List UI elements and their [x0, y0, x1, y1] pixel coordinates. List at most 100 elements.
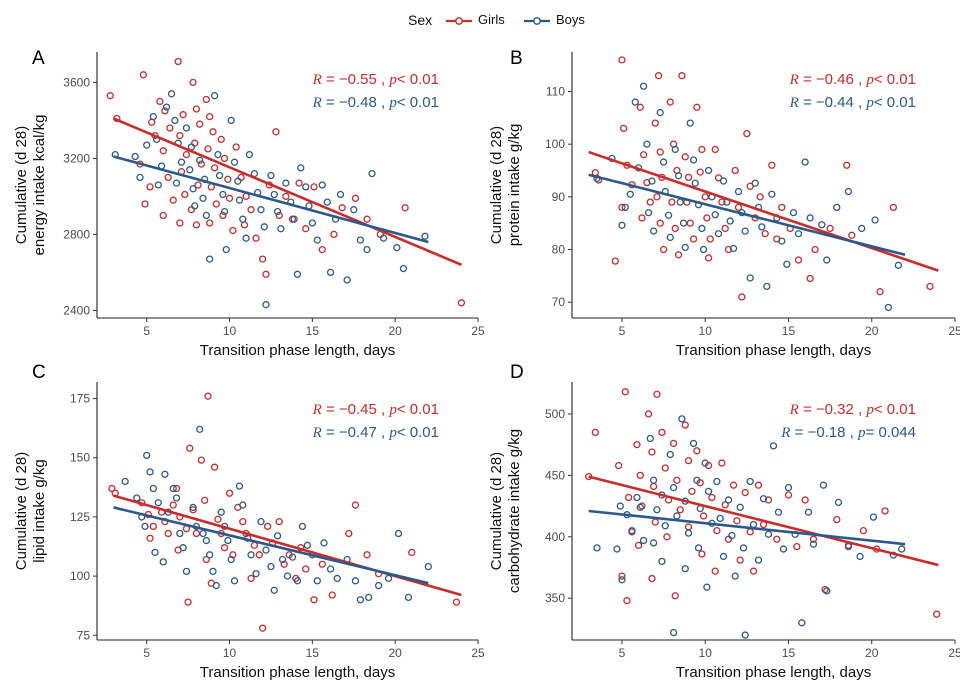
girls-point — [659, 245, 668, 254]
girls-point — [933, 610, 941, 618]
boys-point — [393, 244, 401, 252]
girls-point — [688, 487, 696, 495]
y-axis-title-line: energy intake kcal/kg — [31, 115, 48, 256]
girls-point — [192, 221, 201, 229]
girls-point — [146, 183, 154, 191]
girls-point — [731, 166, 739, 175]
x-axis-title: Transition phase length, days — [200, 342, 395, 359]
girls-point — [295, 179, 303, 187]
boys-point — [333, 574, 341, 583]
boys-point — [351, 577, 360, 585]
boys-point — [593, 544, 601, 552]
girls-point — [263, 522, 272, 531]
y-axis-title-line: carbohydrate intake g/kg — [506, 429, 523, 593]
girls-point — [184, 598, 192, 606]
boys-point — [227, 116, 235, 125]
boys-point — [399, 264, 408, 273]
boys-point — [666, 233, 674, 242]
boys-point — [649, 476, 658, 484]
girls-point — [164, 529, 172, 538]
boys-point — [734, 187, 743, 196]
x-tick-label: 25 — [471, 646, 485, 660]
boys-point — [639, 536, 648, 545]
boys-point — [394, 529, 403, 538]
boys-point — [424, 562, 432, 571]
girls-point — [618, 572, 626, 580]
boys-point — [234, 177, 242, 185]
boys-point — [729, 244, 738, 253]
boys-point — [626, 190, 634, 198]
girls-point — [806, 274, 814, 283]
x-tick-label: 15 — [306, 324, 320, 338]
girls-point — [210, 463, 219, 471]
boys-point — [833, 203, 841, 212]
boys-point — [308, 219, 316, 227]
boys-point — [262, 301, 270, 309]
girls-point — [318, 560, 326, 568]
boys-point — [257, 518, 265, 526]
boys-point — [658, 557, 666, 566]
x-tick-label: 10 — [699, 324, 713, 338]
boys-point — [746, 477, 754, 486]
girls-point — [192, 529, 201, 538]
y-tick-label: 75 — [77, 628, 91, 642]
boys-point — [704, 166, 713, 175]
y-tick-label: 3600 — [63, 75, 90, 89]
boys-point — [288, 553, 297, 561]
boys-point — [313, 236, 321, 244]
girls-point — [674, 251, 683, 259]
boys-point — [257, 206, 265, 214]
boys-point — [230, 577, 239, 585]
boys-point — [806, 214, 814, 222]
boys-point — [219, 190, 227, 199]
girls-correlation-label: R = −0.46 , p< 0.01 — [789, 71, 916, 88]
girls-point — [259, 624, 267, 632]
x-tick-label: 5 — [143, 646, 150, 660]
boys-point — [704, 487, 713, 495]
girls-point — [255, 551, 263, 559]
boys-point — [293, 270, 302, 278]
girls-point — [746, 182, 754, 190]
girls-point — [646, 198, 654, 206]
x-tick-label: 20 — [388, 324, 402, 338]
boys-point — [613, 545, 621, 553]
boys-fit-line — [113, 506, 429, 585]
boys-point — [252, 570, 260, 578]
y-tick-label: 100 — [545, 137, 565, 151]
legend-item-girls[interactable]: Girls — [444, 12, 518, 30]
boys-point — [210, 92, 219, 100]
boys-point — [681, 243, 689, 252]
girls-point — [761, 230, 769, 238]
boys-point — [356, 596, 365, 604]
y-tick-label: 450 — [545, 468, 565, 482]
boys-point — [774, 508, 783, 516]
boys-point — [189, 503, 197, 512]
y-tick-label: 125 — [70, 510, 90, 524]
legend-item-boys[interactable]: Boys — [522, 12, 596, 30]
boys-point — [154, 499, 162, 507]
boys-point — [215, 171, 224, 180]
boys-point — [161, 470, 169, 478]
boys-point — [869, 513, 878, 521]
girls-point — [310, 183, 318, 191]
y-tick-label: 3200 — [63, 151, 90, 165]
boys-point — [621, 203, 629, 212]
boys-point — [691, 179, 699, 187]
boys-point — [618, 576, 626, 584]
boys-point — [643, 140, 651, 148]
girls-point — [197, 160, 206, 168]
girls-point — [192, 105, 201, 113]
boys-point — [819, 481, 828, 489]
girls-point — [651, 119, 659, 127]
girls-point — [618, 56, 626, 64]
boys-point — [171, 116, 179, 125]
boys-point — [217, 508, 225, 516]
girls-point — [701, 193, 709, 201]
boys-point — [871, 216, 879, 224]
girls-point — [681, 153, 689, 161]
boys-point — [644, 209, 653, 217]
x-tick-label: 15 — [782, 324, 796, 338]
girls-legend-key — [446, 17, 472, 25]
boys-legend-key — [524, 17, 550, 25]
girls-point — [220, 154, 229, 163]
